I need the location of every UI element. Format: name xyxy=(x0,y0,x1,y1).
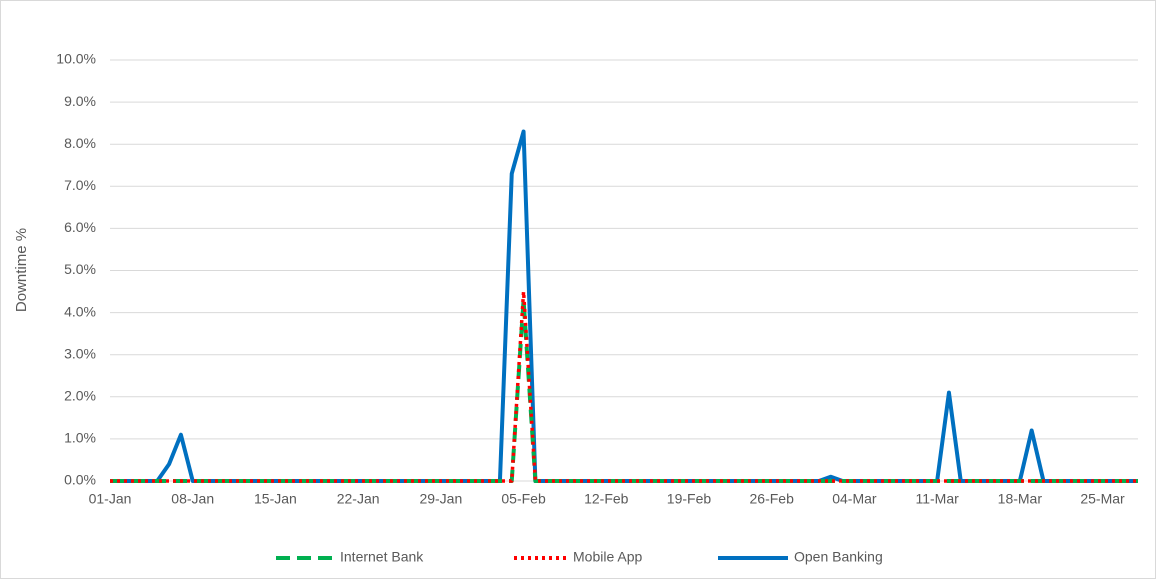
x-tick-label: 01-Jan xyxy=(89,491,132,507)
x-tick-label: 12-Feb xyxy=(584,491,629,507)
y-tick-label: 4.0% xyxy=(64,303,96,319)
legend-label: Mobile App xyxy=(573,549,642,565)
x-tick-label: 11-Mar xyxy=(915,491,959,507)
y-tick-label: 1.0% xyxy=(64,430,96,446)
x-tick-label: 26-Feb xyxy=(750,491,795,507)
y-tick-label: 0.0% xyxy=(64,472,96,488)
y-tick-label: 6.0% xyxy=(64,219,96,235)
y-tick-label: 10.0% xyxy=(56,51,96,67)
x-tick-label: 15-Jan xyxy=(254,491,297,507)
y-tick-label: 5.0% xyxy=(64,261,96,277)
x-tick-label: 22-Jan xyxy=(337,491,380,507)
series-line xyxy=(110,289,1138,483)
y-tick-label: 8.0% xyxy=(64,135,96,151)
x-tick-label: 19-Feb xyxy=(667,491,712,507)
y-tick-label: 7.0% xyxy=(64,177,96,193)
x-tick-label: 04-Mar xyxy=(832,491,877,507)
x-tick-label: 05-Feb xyxy=(501,491,546,507)
y-tick-label: 2.0% xyxy=(64,388,96,404)
x-tick-label: 18-Mar xyxy=(998,491,1043,507)
x-tick-label: 25-Mar xyxy=(1080,491,1125,507)
legend-label: Open Banking xyxy=(794,549,883,565)
x-tick-label: 08-Jan xyxy=(171,491,214,507)
y-tick-label: 3.0% xyxy=(64,345,96,361)
y-axis-label: Downtime % xyxy=(13,228,30,312)
x-tick-label: 29-Jan xyxy=(419,491,462,507)
legend-label: Internet Bank xyxy=(340,549,424,565)
y-tick-label: 9.0% xyxy=(64,93,96,109)
